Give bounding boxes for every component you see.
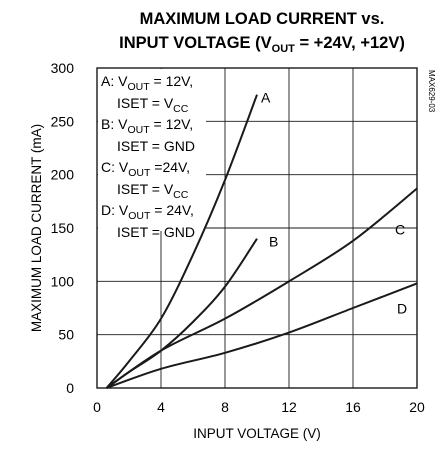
x-tick-label: 20 [409, 399, 425, 415]
plot-frame [96, 67, 418, 389]
y-tick-label: 300 [51, 60, 75, 76]
y-tick-label: 50 [58, 327, 74, 343]
legend-entry: C: VOUT =24V, [101, 159, 190, 179]
legend-entry: B: VOUT = 12V, [101, 116, 193, 136]
legend-entry-iset: ISET = GND [117, 224, 195, 240]
series-label-c: C [395, 222, 405, 238]
y-tick-label: 250 [51, 113, 75, 129]
y-tick-label: 100 [51, 273, 75, 289]
series-line-c [106, 187, 418, 389]
series-labels: A B C D [261, 90, 407, 317]
legend-entry-iset: ISET = VCC [117, 95, 189, 115]
series-line-d [106, 282, 418, 389]
side-label: MAX629-03 [427, 70, 436, 113]
chart-title-line1: MAXIMUM LOAD CURRENT vs. [140, 10, 385, 28]
legend-entry-iset: ISET = VCC [117, 181, 189, 201]
legend-entry: D: VOUT = 24V, [101, 202, 194, 222]
x-tick-label: 4 [157, 399, 165, 415]
y-tick-label: 150 [51, 220, 75, 236]
series-label-b: B [269, 234, 278, 250]
x-tick-label: 0 [93, 399, 101, 415]
x-tick-label: 8 [221, 399, 229, 415]
y-tick-label: 200 [51, 167, 75, 183]
series-label-d: D [397, 300, 407, 316]
series-curves [105, 94, 418, 389]
y-axis-label: MAXIMUM LOAD CURRENT (mA) [29, 124, 44, 332]
chart-title-line2: INPUT VOLTAGE (VOUT = +24V, +12V) [119, 34, 405, 55]
x-tick-label: 12 [281, 399, 297, 415]
x-axis-label: INPUT VOLTAGE (V) [193, 426, 321, 441]
y-tick-label: 0 [66, 380, 74, 396]
legend-entry-iset: ISET = GND [117, 138, 195, 154]
legend-entry: A: VOUT = 12V, [101, 73, 193, 93]
series-label-a: A [261, 90, 271, 106]
legend-background [98, 69, 206, 231]
series-line-a [105, 94, 258, 389]
x-tick-label: 16 [345, 399, 361, 415]
